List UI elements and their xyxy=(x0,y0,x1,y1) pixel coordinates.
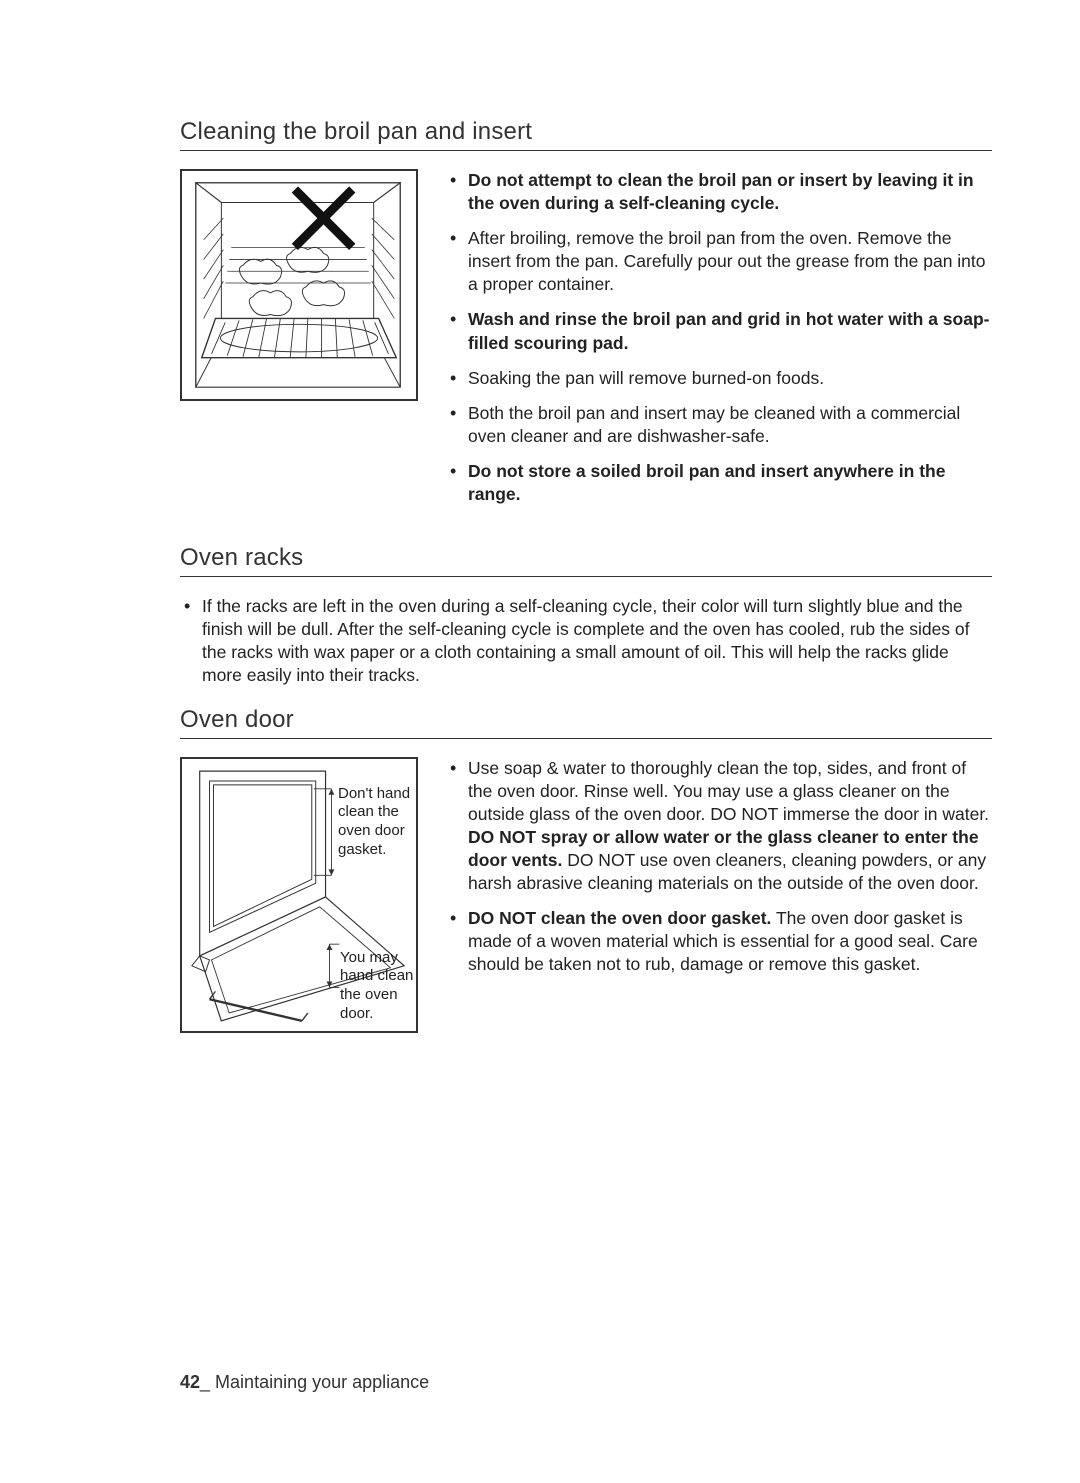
page-number: 42 xyxy=(180,1372,200,1392)
list-item: Do not store a soiled broil pan and inse… xyxy=(446,460,992,506)
figure-broil-pan xyxy=(180,169,418,401)
list-item: Do not attempt to clean the broil pan or… xyxy=(446,169,992,215)
bullet-rest: Soaking the pan will remove burned-on fo… xyxy=(468,368,824,388)
list-item: Soaking the pan will remove burned-on fo… xyxy=(446,367,992,390)
list-item: DO NOT clean the oven door gasket. The o… xyxy=(446,907,992,976)
bullet-bold: Wash and rinse the broil pan and grid in… xyxy=(468,309,989,352)
bullet-rest: If the racks are left in the oven during… xyxy=(202,596,970,685)
bullet-rest: Both the broil pan and insert may be cle… xyxy=(468,403,960,446)
bullet-bold: DO NOT clean the oven door gasket. xyxy=(468,908,771,928)
list-item: Wash and rinse the broil pan and grid in… xyxy=(446,308,992,354)
oven-interior-illustration-icon xyxy=(182,171,416,399)
section-cleaning-broil-pan: Cleaning the broil pan and insert xyxy=(180,118,992,518)
section-title: Cleaning the broil pan and insert xyxy=(180,118,992,146)
callout-door: You may hand clean the oven door. xyxy=(340,949,416,1024)
bullet-rest: After broiling, remove the broil pan fro… xyxy=(468,228,986,294)
section-oven-racks: Oven racks If the racks are left in the … xyxy=(180,544,992,687)
footer-label: Maintaining your appliance xyxy=(210,1372,429,1392)
bullet-bold: Do not store a soiled broil pan and inse… xyxy=(468,461,945,504)
section-oven-door: Oven door xyxy=(180,706,992,1033)
list-item: Use soap & water to thoroughly clean the… xyxy=(446,757,992,896)
list-item: If the racks are left in the oven during… xyxy=(180,595,992,687)
list-item: Both the broil pan and insert may be cle… xyxy=(446,402,992,448)
bullets-section1: Do not attempt to clean the broil pan or… xyxy=(446,169,992,518)
page-footer: 42_ Maintaining your appliance xyxy=(180,1372,429,1393)
callout-gasket: Don't hand clean the oven door gasket. xyxy=(338,785,414,860)
section-rule xyxy=(180,150,992,151)
section-title: Oven racks xyxy=(180,544,992,572)
section-rule xyxy=(180,576,992,577)
footer-sep: _ xyxy=(200,1372,210,1392)
bullet-pre: Use soap & water to thoroughly clean the… xyxy=(468,758,989,824)
bullets-section3: Use soap & water to thoroughly clean the… xyxy=(446,757,992,1033)
section-rule xyxy=(180,738,992,739)
list-item: After broiling, remove the broil pan fro… xyxy=(446,227,992,296)
figure-oven-door: Don't hand clean the oven door gasket. Y… xyxy=(180,757,418,1033)
section-title: Oven door xyxy=(180,706,992,734)
bullet-bold: Do not attempt to clean the broil pan or… xyxy=(468,170,974,213)
